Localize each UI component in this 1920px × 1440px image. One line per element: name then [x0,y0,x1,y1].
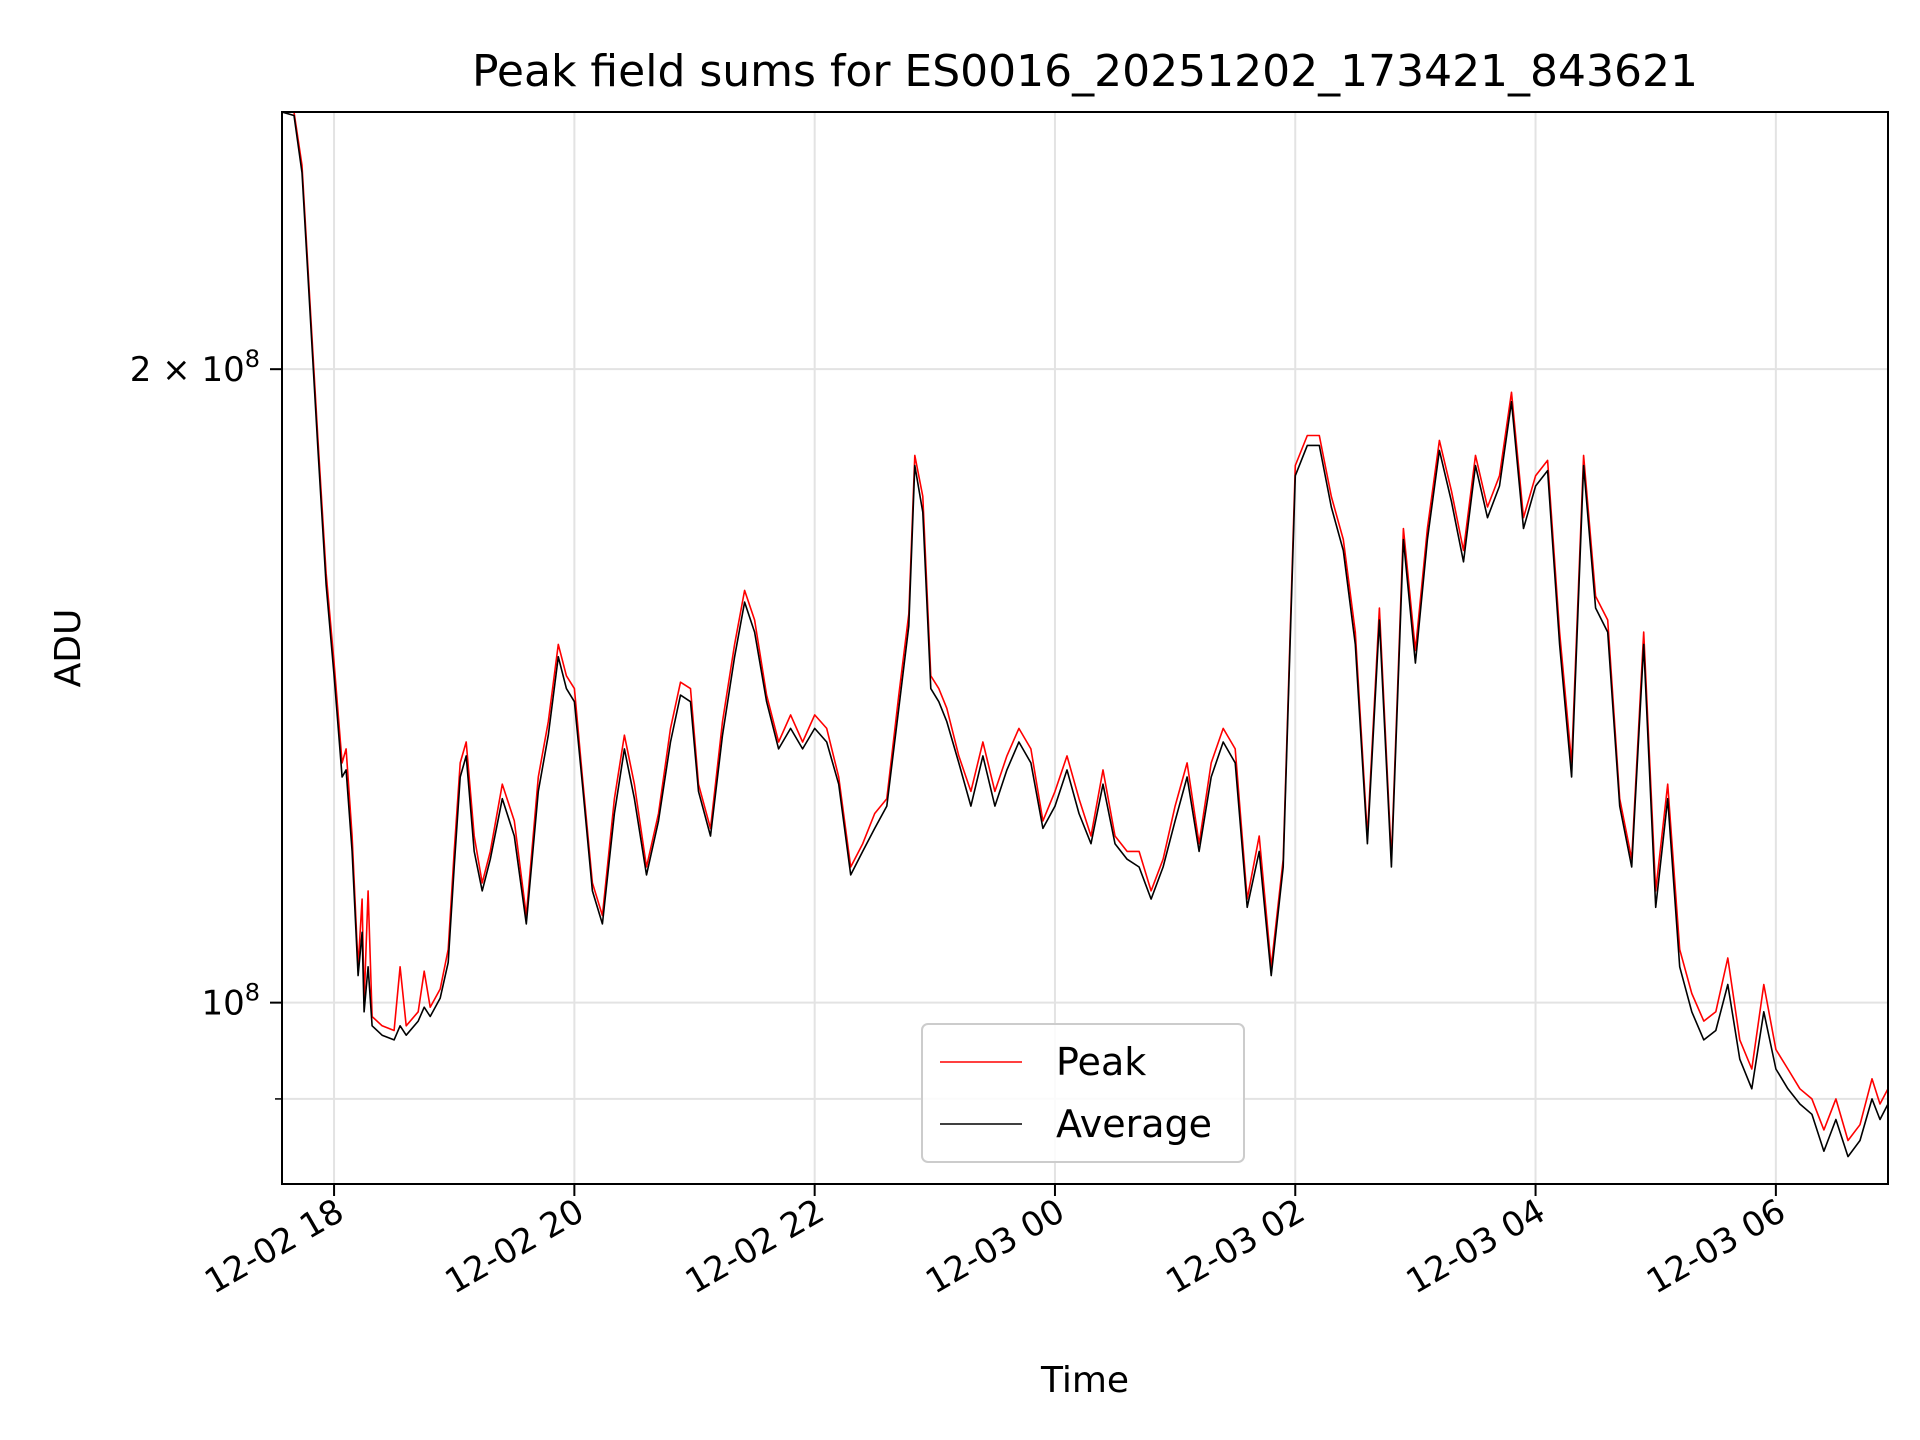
legend-box [921,1023,1245,1163]
y-tick-exponent: 8 [245,345,260,373]
y-tick-base: 10 [201,984,244,1024]
y-tick-base: 10 [201,350,244,390]
plot-frame [281,111,1889,1185]
legend-label-average: Average [1056,1102,1212,1146]
legend: Peak Average [921,1023,1245,1163]
series-line-peak [282,112,1888,1142]
y-axis-title: ADU [48,609,89,688]
y-tick-exponent: 8 [245,979,260,1007]
chart-title: Peak field sums for ES0016_20251202_1734… [472,46,1698,97]
series-line-average [282,112,1888,1158]
y-tick-label: 2 × 108 [130,345,260,390]
plot-series-group [282,112,1888,1158]
y-tick-mantissa: 2 × [130,350,202,390]
y-tick-label: 108 [201,979,260,1024]
x-axis-title: Time [1040,1360,1129,1401]
legend-label-peak: Peak [1056,1040,1146,1084]
